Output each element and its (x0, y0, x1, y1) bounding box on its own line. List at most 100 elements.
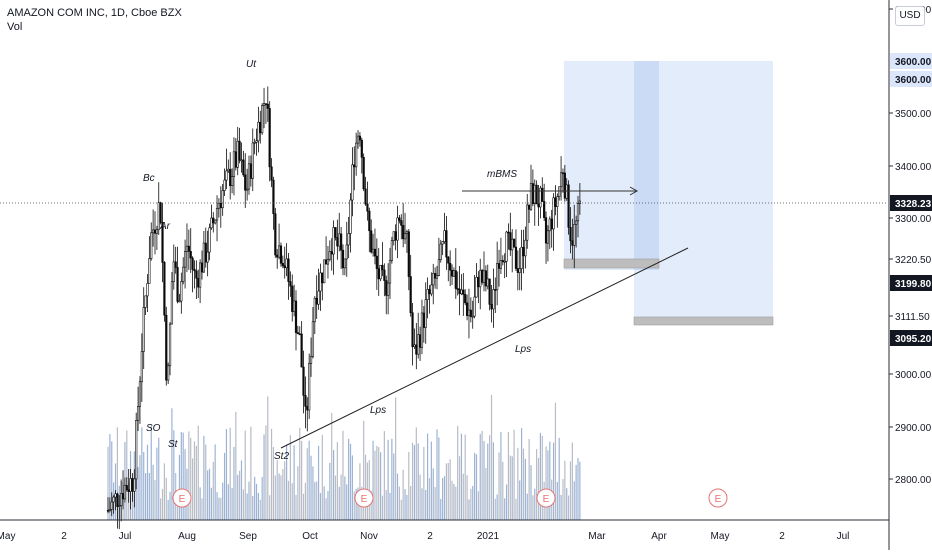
candle-body (294, 300, 298, 333)
candle-body (368, 210, 371, 232)
volume-bar (393, 453, 395, 520)
volume-bar (222, 482, 224, 520)
candle-body (268, 108, 271, 168)
volume-bar (363, 420, 365, 520)
volume-bar (176, 494, 179, 520)
candle-body (516, 268, 519, 273)
candle-body (430, 284, 433, 295)
candle-body (475, 276, 478, 298)
volume-bar (537, 457, 540, 520)
candle-body (221, 190, 224, 209)
price-tick-label: 3000.00 (895, 370, 932, 381)
volume-bar (216, 492, 218, 520)
volume-bar (383, 431, 385, 520)
volume-bar (340, 474, 342, 520)
price-tick-label: 2800.00 (895, 475, 932, 486)
candle-body (319, 272, 322, 292)
volume-bar (434, 487, 436, 520)
volume-bar (248, 481, 250, 520)
price-tick-label: 3220.50 (895, 255, 932, 266)
price-label-projection (890, 53, 932, 69)
volume-bar (267, 396, 269, 520)
volume-bar (171, 408, 173, 520)
volume-bar (423, 446, 425, 520)
candle-body (403, 233, 407, 240)
candle-body (276, 254, 279, 258)
volume-bar (182, 432, 184, 520)
volume-bar (250, 426, 252, 520)
volume-bar (116, 427, 118, 520)
volume-bar (225, 429, 228, 520)
candle-body (503, 261, 506, 263)
candle-body (306, 406, 309, 411)
candle-body (452, 270, 456, 277)
candle-body (159, 202, 162, 223)
candle-body (121, 493, 125, 500)
volume-bar (173, 430, 175, 520)
volume-bar (380, 452, 382, 520)
volume-bar (319, 492, 322, 520)
volume-bar (391, 438, 393, 520)
volume-bar (280, 475, 282, 520)
volume-bar (447, 463, 449, 520)
candle-body (373, 248, 377, 257)
price-tick-label: 3400.00 (895, 162, 932, 173)
candle-body (116, 493, 119, 507)
candle-body (569, 226, 572, 242)
candle-body (490, 304, 493, 310)
candle-body (351, 164, 354, 201)
volume-bar (276, 460, 278, 520)
candle-body (441, 241, 444, 245)
candle-body (277, 245, 281, 258)
volume-bar (163, 463, 165, 520)
candle-body (345, 244, 348, 260)
time-tick-label: Aug (178, 531, 196, 542)
volume-bar (413, 445, 416, 520)
candle-body (349, 199, 352, 234)
volume-bar (210, 487, 212, 520)
volume-bar (146, 444, 149, 520)
volume-bar (325, 498, 327, 520)
candle-body (497, 263, 501, 269)
symbol-title[interactable]: AMAZON COM INC, 1D, Cboe BZX (7, 7, 182, 19)
volume-bar (468, 499, 470, 520)
candle-body (153, 229, 157, 234)
volume-bar (235, 411, 237, 520)
volume-bar (500, 431, 502, 520)
volume-bar (199, 487, 201, 520)
candle-body (537, 203, 540, 208)
volume-bar (498, 452, 500, 520)
volume-bar (558, 437, 560, 520)
candle-body (230, 176, 234, 187)
candle-body (261, 105, 264, 134)
volume-bar (460, 433, 463, 520)
candle-body (481, 270, 484, 283)
volume-bar (265, 425, 267, 520)
volume-bar (549, 441, 551, 520)
projection-box (564, 61, 773, 271)
volume-bar (569, 461, 572, 520)
candle-body (435, 275, 439, 279)
volume-bar (485, 468, 487, 520)
candle-body (144, 295, 147, 308)
volume-bar (212, 461, 214, 520)
volume-bar (331, 412, 333, 520)
currency-button[interactable]: USD (895, 6, 925, 26)
volume-bar (494, 498, 496, 520)
candle-body (360, 139, 363, 158)
volume-bar (306, 448, 308, 520)
price-label-text: 3095.20 (895, 334, 932, 345)
candle-body (244, 174, 247, 191)
volume-bar (312, 466, 314, 520)
candle-body (544, 217, 548, 244)
volume-bar (376, 445, 378, 520)
candle-body (533, 184, 536, 205)
volume-bar (575, 464, 577, 520)
candle-body (150, 232, 153, 259)
time-tick-label: 2 (779, 531, 785, 542)
volume-bar (314, 482, 316, 520)
candle-body (136, 406, 140, 421)
price-tick-label: 3500.00 (895, 109, 932, 120)
